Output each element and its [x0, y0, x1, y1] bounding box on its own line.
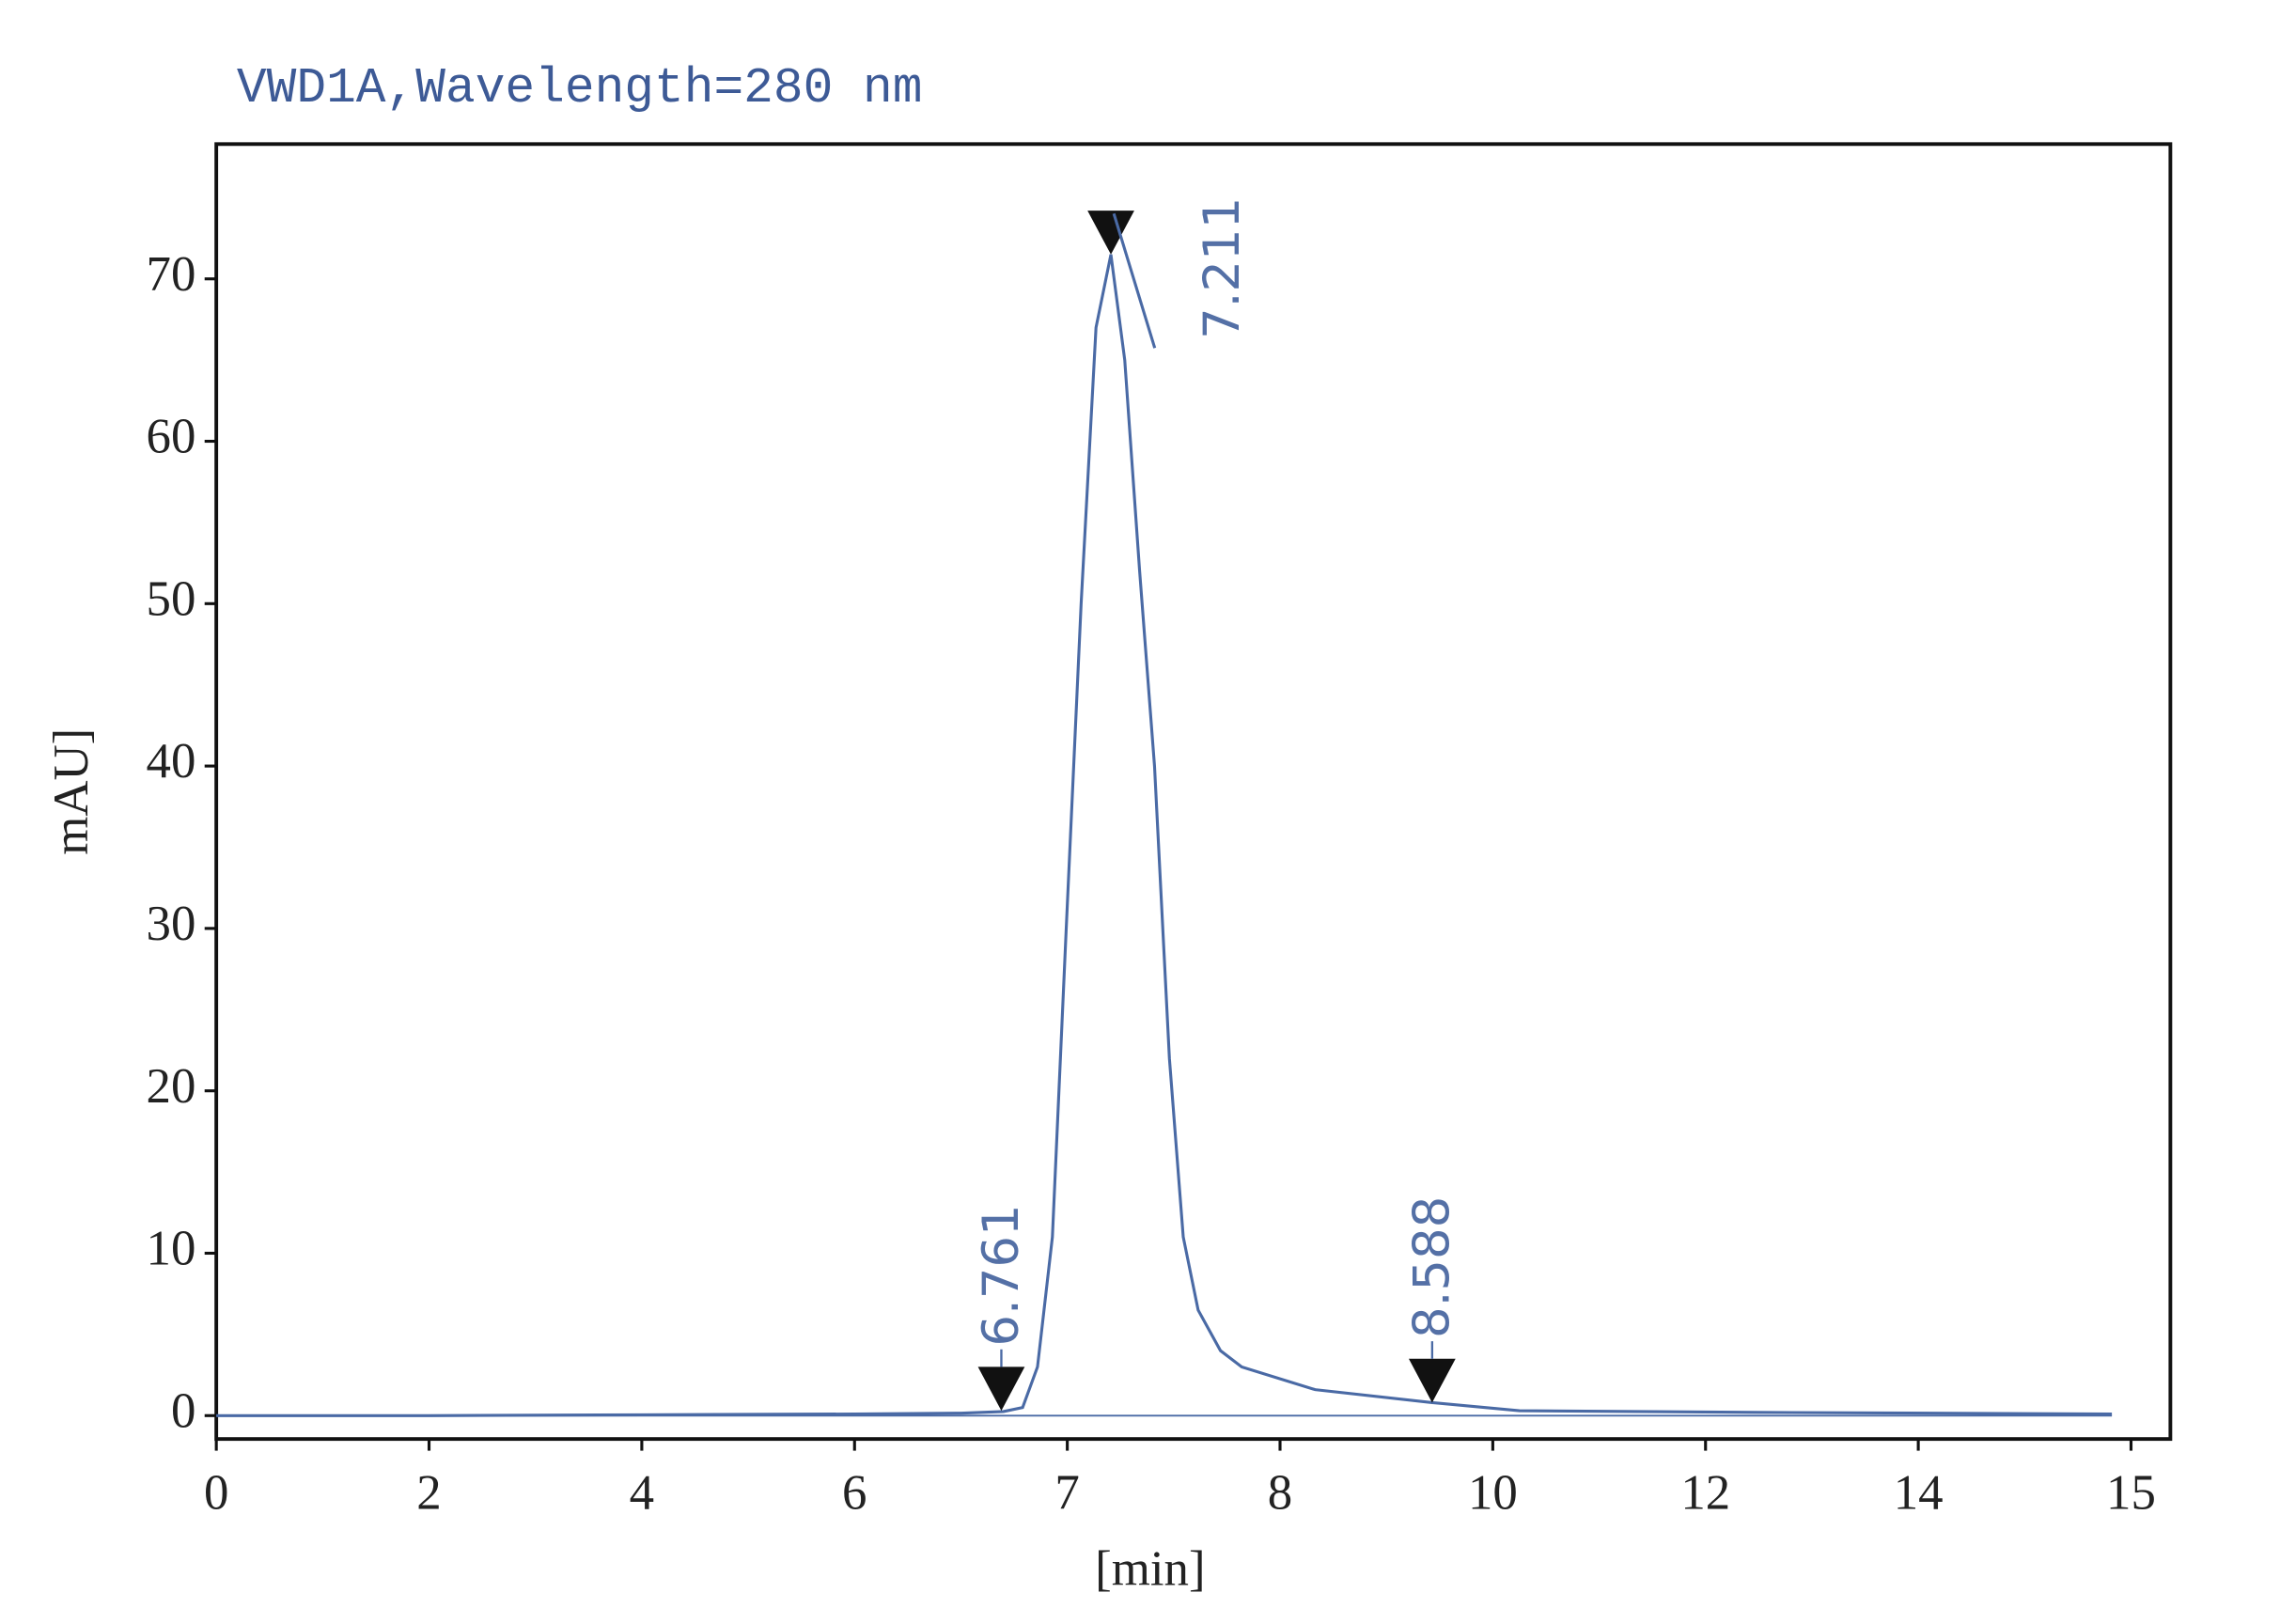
x-tick-label: 6 [842, 1465, 867, 1520]
x-tick-label: 12 [1680, 1465, 1730, 1520]
peak-label: 7.211 [1194, 197, 1251, 339]
x-tick-label: 14 [1894, 1465, 1944, 1520]
y-tick-label: 60 [147, 410, 196, 464]
peak-label: 8.588 [1404, 1196, 1461, 1338]
y-tick-label: 0 [171, 1383, 195, 1438]
peak-tangent [1112, 212, 1157, 349]
plot-frame [214, 142, 2173, 1442]
y-tick-label: 10 [147, 1222, 196, 1276]
y-tick-label: 30 [147, 897, 196, 951]
y-axis-label: mAU] [44, 728, 99, 855]
trace [216, 254, 2113, 1417]
x-tick-label: 15 [2106, 1465, 2156, 1520]
x-tick-label: 8 [1268, 1465, 1292, 1520]
x-tick-label: 4 [630, 1465, 654, 1520]
x-tick-label: 2 [416, 1465, 441, 1520]
x-tick-label: 10 [1468, 1465, 1518, 1520]
peak-label: 6.761 [973, 1204, 1030, 1346]
peak-marker [1408, 1358, 1456, 1403]
peak-marker [977, 1366, 1025, 1412]
x-tick-label: 0 [204, 1465, 228, 1520]
y-tick-label: 70 [147, 247, 196, 302]
y-tick-label: 20 [147, 1059, 196, 1114]
y-tick-label: 50 [147, 571, 196, 626]
x-tick-label: 7 [1054, 1465, 1079, 1520]
chart-title: VWD1A,Wavelength=280 nm [237, 60, 923, 117]
peak-marker [1087, 211, 1134, 255]
y-tick-label: 40 [147, 734, 196, 789]
x-axis-label: [min] [1095, 1541, 1205, 1596]
